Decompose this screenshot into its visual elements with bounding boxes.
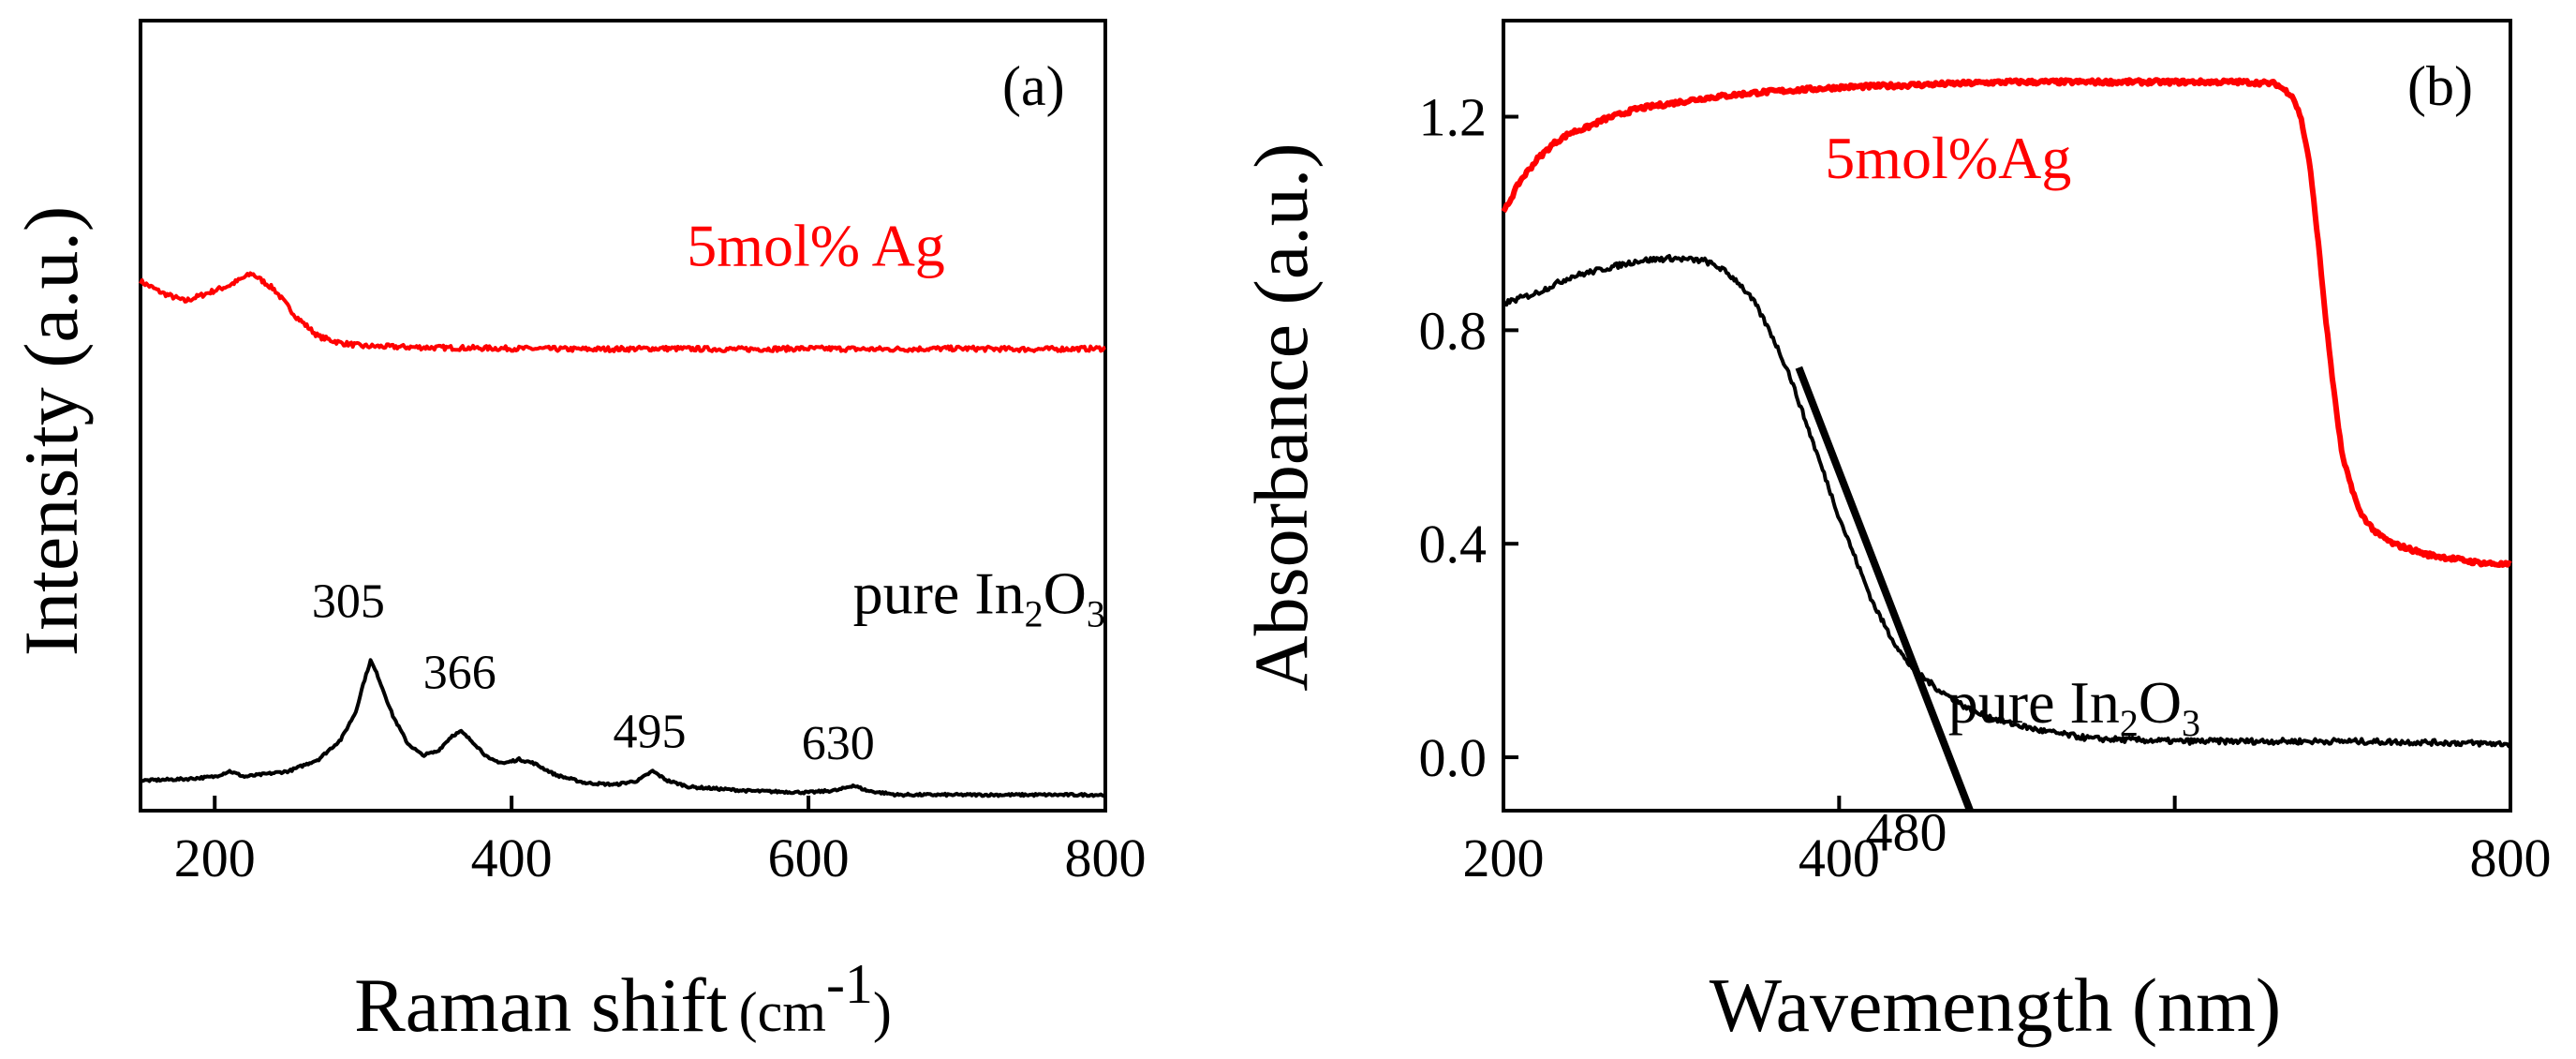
- panel-b-label: (b): [2407, 55, 2473, 117]
- x-tick-label: 200: [1463, 828, 1545, 888]
- x-tick-label: 400: [1799, 828, 1880, 888]
- y-tick-label: 0.0: [1419, 727, 1488, 788]
- x-axis-unit-exponent: -1: [826, 953, 873, 1015]
- panel-a-series-label-in2o3: pure In2O3: [853, 559, 1105, 634]
- label-main: pure In: [1948, 669, 2120, 736]
- series-line: [1502, 254, 2512, 749]
- panel-b-y-axis-title: Absorbance (a.u.): [1238, 142, 1324, 691]
- panel-b-series: [1501, 77, 2512, 813]
- panel-b-x-ticks: 200 400 800: [1463, 796, 2552, 888]
- x-tick-label: 800: [2470, 828, 2552, 888]
- x-axis-unit-prefix: (cm: [739, 981, 826, 1043]
- panel-a-y-axis-title: Intensity (a.u.): [8, 206, 94, 656]
- label-mid: O: [2139, 669, 2182, 736]
- x-tick-label: 600: [768, 828, 850, 888]
- panel-a-frame: [139, 19, 1107, 813]
- y-tick-label: 0.4: [1419, 514, 1488, 574]
- tangent-fit-line: [1795, 365, 1974, 813]
- panel-a-series: [139, 271, 1107, 798]
- panel-b-x-axis-title: Wavemength (nm): [1710, 962, 2281, 1048]
- panel-b-series-label-ag: 5mol%Ag: [1825, 125, 2071, 191]
- label-sub: 3: [2182, 702, 2200, 744]
- panel-a-x-ticks: 200 400 600 800: [174, 796, 1147, 888]
- peak-annotation: 480: [1866, 802, 1947, 863]
- label-main: pure In: [853, 559, 1025, 626]
- label-mid: O: [1044, 559, 1087, 626]
- x-tick-label: 200: [174, 828, 256, 888]
- panel-a: 200 400 600 800 305 366 495 630 (a) 5mol% Ag p…: [8, 19, 1147, 1048]
- x-tick-label: 400: [471, 828, 553, 888]
- panel-b-annotations: 480: [1866, 802, 1947, 863]
- y-tick-label: 0.8: [1419, 300, 1488, 361]
- panel-a-annotations: 305 366 495 630: [312, 574, 875, 770]
- label-sub: 2: [2120, 702, 2139, 744]
- peak-annotation: 495: [614, 706, 687, 759]
- panel-b-frame: [1502, 19, 2512, 813]
- series-line: [1501, 77, 2512, 568]
- panel-a-series-label-ag: 5mol% Ag: [687, 212, 945, 278]
- x-axis-title-main: Raman shift: [354, 962, 728, 1048]
- panel-b-series-label-in2o3: pure In2O3: [1948, 669, 2200, 744]
- series-line: [140, 658, 1107, 798]
- label-sub: 2: [1025, 592, 1044, 634]
- x-tick-label: 800: [1065, 828, 1147, 888]
- peak-annotation: 305: [312, 574, 385, 628]
- panel-b-y-ticks: 0.0 0.4 0.8 1.2: [1419, 87, 1518, 788]
- x-axis-unit-suffix: ): [873, 981, 892, 1043]
- peak-annotation: 366: [423, 646, 496, 699]
- panel-a-label: (a): [1002, 55, 1065, 117]
- series-line: [139, 271, 1106, 353]
- panel-b: 200 400 800 0.0 0.4 0.8 1.2 480 (b) 5mol%Ag p…: [1238, 19, 2552, 1048]
- peak-annotation: 630: [802, 717, 875, 770]
- panel-a-x-axis-title: Raman shift (cm-1): [354, 953, 892, 1048]
- label-sub: 3: [1087, 592, 1105, 634]
- y-tick-label: 1.2: [1419, 87, 1488, 148]
